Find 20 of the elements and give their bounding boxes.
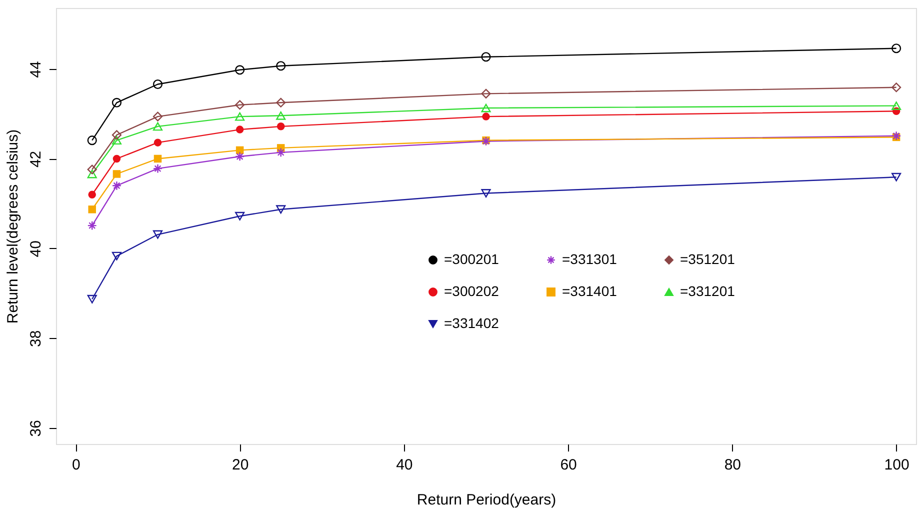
y-tick-label: 42 (28, 150, 44, 168)
x-tick-label: 0 (72, 456, 80, 474)
x-tick-label: 40 (396, 456, 413, 474)
x-axis-title: Return Period(years) (416, 492, 556, 508)
y-tick-label: 44 (28, 61, 44, 78)
legend-label: =331301 (562, 251, 618, 267)
y-tick-label: 36 (28, 420, 44, 437)
legend-label: =331402 (444, 315, 500, 331)
legend-label: =300201 (444, 251, 500, 267)
y-axis-title: Return level(degrees celsius) (4, 129, 22, 324)
legend-label: =331401 (562, 283, 618, 299)
x-tick-label: 80 (724, 456, 742, 474)
x-tick-label: 100 (884, 456, 910, 474)
y-tick-label: 40 (28, 240, 44, 258)
legend-label: =351201 (680, 251, 736, 267)
legend-label: =300202 (444, 283, 500, 299)
legend-label: =331201 (680, 283, 736, 299)
x-tick-label: 60 (560, 456, 577, 474)
x-tick-label: 20 (232, 456, 249, 474)
y-tick-label: 38 (28, 330, 44, 347)
